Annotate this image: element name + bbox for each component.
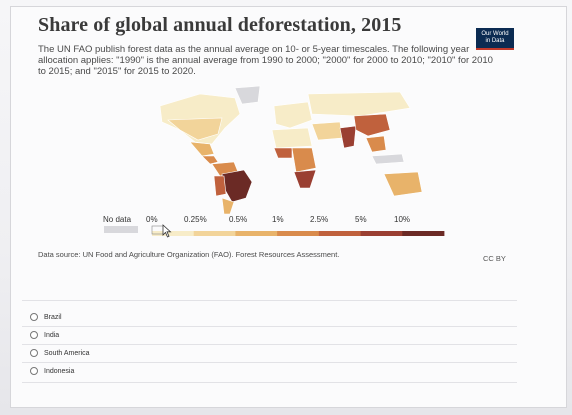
mouse-cursor-icon [162, 224, 172, 238]
legend-tick-6: 10% [394, 215, 411, 224]
radio-button[interactable] [30, 313, 38, 321]
region-west-africa [273, 147, 293, 159]
region-mexico [189, 141, 215, 157]
logo-line-1: Our World [481, 31, 509, 37]
region-peru-bolivia [213, 175, 227, 197]
legend-tick-0: 0% [146, 215, 158, 224]
region-indonesia [371, 153, 405, 165]
radio-button[interactable] [30, 367, 38, 375]
region-china [353, 113, 391, 137]
answer-option-brazil[interactable]: Brazil [30, 310, 62, 324]
legend-tick-5: 5% [355, 215, 367, 224]
divider [22, 362, 517, 363]
data-source-note: Data source: UN Food and Agriculture Org… [38, 250, 340, 259]
region-russia [307, 91, 411, 117]
region-southern-africa [293, 169, 317, 189]
question-card [10, 6, 567, 408]
legend-tick-2: 0.5% [229, 215, 248, 224]
radio-button[interactable] [30, 349, 38, 357]
region-greenland [234, 85, 261, 105]
world-map [159, 85, 423, 214]
legend-tick-4: 2.5% [310, 215, 329, 224]
answer-option-label: South America [44, 349, 90, 357]
divider [22, 382, 517, 383]
answer-option-label: India [44, 331, 60, 339]
answer-option-label: Brazil [44, 313, 62, 321]
region-europe [273, 101, 313, 129]
chart-title: Share of global annual deforestation, 20… [38, 14, 402, 36]
region-central-america [201, 155, 219, 165]
license-link[interactable]: CC BY [483, 254, 506, 263]
region-brazil [221, 169, 253, 203]
region-argentina [221, 197, 235, 214]
region-australia [383, 171, 423, 197]
legend-tick-1: 0.25% [184, 215, 207, 224]
region-middle-east [311, 121, 343, 141]
divider [22, 300, 517, 301]
divider [22, 344, 517, 345]
radio-button[interactable] [30, 331, 38, 339]
region-north-africa [271, 127, 313, 149]
chart-subtitle: The UN FAO publish forest data as the an… [38, 44, 493, 77]
region-central-africa [291, 147, 317, 173]
answer-option-south-america[interactable]: South America [30, 346, 90, 360]
region-south-asia [339, 125, 357, 149]
logo-line-2: in Data [485, 38, 505, 44]
answer-option-label: Indonesia [44, 367, 75, 375]
legend-no-data-label: No data [103, 215, 132, 224]
divider [22, 326, 517, 327]
legend-tick-3: 1% [272, 215, 284, 224]
answer-option-india[interactable]: India [30, 328, 59, 342]
owid-logo[interactable]: Our World in Data [476, 28, 514, 50]
region-usa [167, 117, 223, 141]
answer-option-indonesia[interactable]: Indonesia [30, 364, 74, 378]
region-southeast-asia [365, 135, 387, 153]
